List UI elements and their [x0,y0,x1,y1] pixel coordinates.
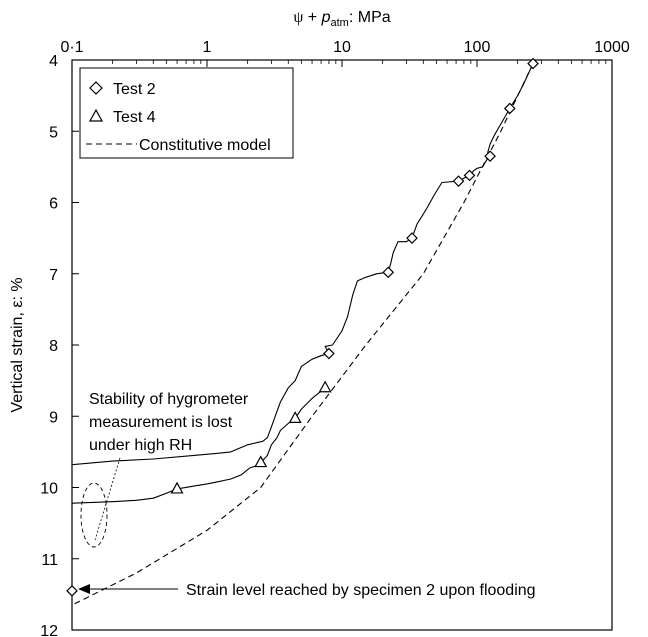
test4-triangle-marker [254,455,268,468]
annotation-hygrometer-leader [94,457,121,541]
y-tick-label: 10 [40,481,58,498]
legend-box [79,67,294,159]
test4-triangle-marker [288,411,302,423]
x-axis-title-p: p [321,9,331,26]
legend-label-test2: Test 2 [113,81,156,98]
x-tick-label: 1000 [594,39,630,56]
annotation-hygrometer-line3: under high RH [89,437,192,454]
test4-triangle-marker [170,481,184,494]
y-tick-label: 12 [40,623,58,637]
y-tick-label: 5 [49,124,58,141]
test4-triangle-marker [318,380,332,393]
y-tick-label: 7 [49,267,58,284]
test2-diamond-marker [503,102,516,115]
annotation-flooding: Strain level reached by specimen 2 upon … [78,582,536,599]
test2-diamond-marker [382,266,395,279]
test2-diamond-marker [463,169,476,182]
test2-diamond-marker [452,175,465,187]
x-tick-label: 1 [203,39,212,56]
x-axis-title-unit: : MPa [349,9,391,26]
x-axis-title-plus: + [303,9,321,26]
legend-triangle-icon [88,108,104,122]
y-tick-label: 4 [49,53,58,70]
legend-label-test4: Test 4 [113,109,156,126]
legend-diamond-icon [89,81,103,95]
test2-diamond-marker [66,584,78,597]
test2-diamond-marker [484,150,496,163]
test2-diamond-marker [527,57,539,70]
legend-label-model: Constitutive model [139,137,271,154]
x-axis-title: ψ + patm: MPa [293,9,390,29]
x-axis-title-psi: ψ [293,9,303,26]
legend: Test 2 Test 4 Constitutive model [79,67,294,159]
annotation-flooding-label: Strain level reached by specimen 2 upon … [186,582,536,599]
annotation-flooding-arrowhead [78,584,90,594]
x-axis-ticks: 0·1 1 10 100 1000 [60,39,630,67]
y-tick-label: 8 [49,338,58,355]
annotation-hygrometer-ellipse [80,482,108,548]
annotation-hygrometer: Stability of hygrometer measurement is l… [80,391,249,548]
x-axis-title-subscript: atm [331,17,349,29]
x-tick-label: 100 [464,39,491,56]
x-tick-label: 10 [333,39,351,56]
series-line-constitutive-model [72,63,534,606]
y-tick-label: 11 [41,552,58,569]
test2-diamond-marker [323,347,335,360]
y-axis-ticks: 4 5 6 7 8 9 10 11 12 [40,53,79,637]
marker-layer [66,57,539,597]
y-axis-title: Vertical strain, ε: % [9,277,26,412]
x-tick-label: 0·1 [60,39,83,56]
annotation-hygrometer-line1: Stability of hygrometer [89,391,249,408]
test2-diamond-marker [406,232,418,244]
y-tick-label: 9 [49,409,58,426]
annotation-hygrometer-line2: measurement is lost [89,414,233,431]
y-tick-label: 6 [49,196,58,213]
